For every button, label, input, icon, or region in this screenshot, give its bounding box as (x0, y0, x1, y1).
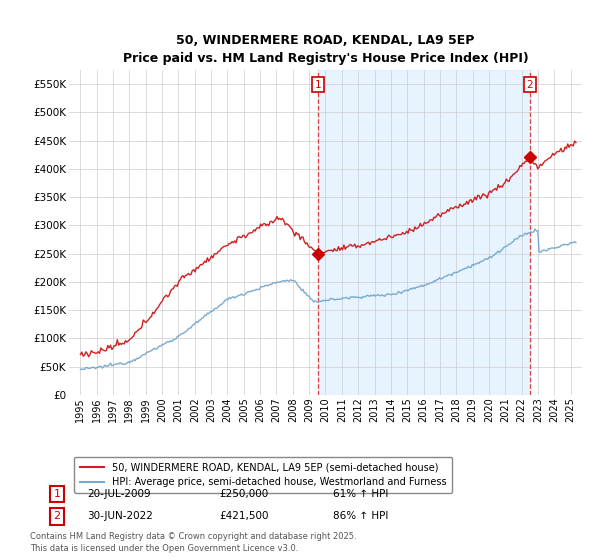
Text: 30-JUN-2022: 30-JUN-2022 (87, 511, 153, 521)
Text: 2: 2 (53, 511, 61, 521)
Bar (318, 70, 530, 395)
Legend: 50, WINDERMERE ROAD, KENDAL, LA9 5EP (semi-detached house), HPI: Average price, : 50, WINDERMERE ROAD, KENDAL, LA9 5EP (se… (74, 456, 452, 493)
Text: £421,500: £421,500 (219, 511, 269, 521)
Text: Contains HM Land Registry data © Crown copyright and database right 2025.
This d: Contains HM Land Registry data © Crown c… (30, 533, 356, 553)
Text: £250,000: £250,000 (219, 489, 268, 499)
Text: 1: 1 (314, 80, 321, 90)
Text: 1: 1 (53, 489, 61, 499)
Text: 20-JUL-2009: 20-JUL-2009 (87, 489, 151, 499)
Text: 86% ↑ HPI: 86% ↑ HPI (333, 511, 388, 521)
Text: 61% ↑ HPI: 61% ↑ HPI (333, 489, 388, 499)
Text: 2: 2 (526, 80, 533, 90)
Title: 50, WINDERMERE ROAD, KENDAL, LA9 5EP
Price paid vs. HM Land Registry's House Pri: 50, WINDERMERE ROAD, KENDAL, LA9 5EP Pri… (122, 34, 529, 64)
